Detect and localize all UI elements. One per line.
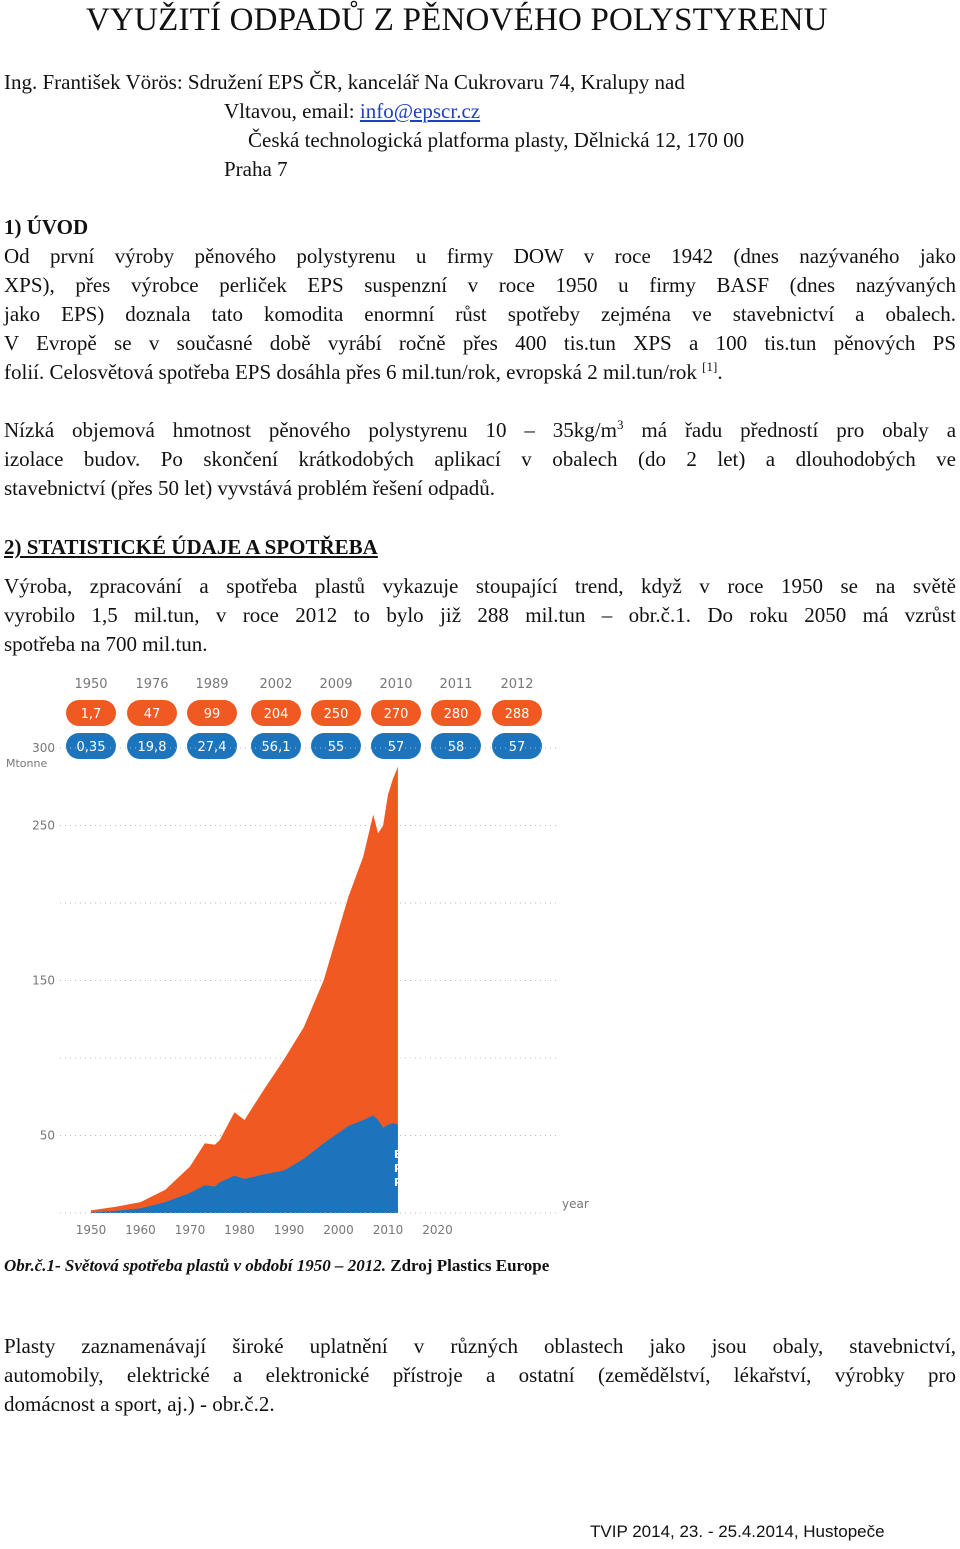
y-tick-label: 300 — [32, 741, 55, 755]
europe-badge-label: 57 — [509, 740, 526, 755]
europe-area-label: PRODUCTION — [394, 1177, 472, 1189]
author-line: Ing. František Vörös: Sdružení EPS ČR, k… — [4, 70, 685, 94]
paragraph-line: stavebnictví (přes 50 let) vyvstává prob… — [4, 476, 496, 500]
paragraph-line: jako EPS) doznala tato komodita enormní … — [4, 302, 956, 326]
affiliation-city: Praha 7 — [224, 157, 288, 181]
europe-area-label: PLASTICS — [394, 1163, 451, 1175]
section-heading-intro: 1) ÚVOD — [4, 215, 89, 239]
paragraph-line: Nízká objemová hmotnost pěnového polysty… — [4, 418, 956, 447]
world-production-area — [91, 766, 398, 1213]
x-axis-label: year — [562, 1197, 589, 1211]
paragraph-text: má řadu předností pro obaly a — [623, 418, 957, 442]
world-badge-label: 250 — [324, 707, 349, 722]
paragraph-line: vyrobilo 1,5 mil.tun, v roce 2012 to byl… — [4, 603, 956, 627]
paragraph-line: spotřeba na 700 mil.tun. — [4, 632, 208, 656]
header-year-label: 1976 — [135, 677, 168, 692]
paragraph-text: folií. Celosvětová spotřeba EPS dosáhla … — [4, 360, 703, 384]
paragraph-line: izolace budov. Po skončení krátkodobých … — [4, 447, 956, 471]
world-area-label: PLASTICS — [398, 1043, 455, 1055]
x-tick-label: 1980 — [224, 1223, 255, 1237]
affiliation-line: Česká technologická platforma plasty, Dě… — [248, 128, 745, 152]
europe-badge — [371, 733, 421, 759]
section-heading-stats: 2) STATISTICKÉ ÚDAJE A SPOTŘEBA — [4, 535, 378, 559]
header-year-label: 1950 — [74, 677, 107, 692]
world-badge-label: 288 — [505, 707, 530, 722]
header-year-label: 2002 — [259, 677, 292, 692]
header-year-label: 2011 — [439, 677, 472, 692]
figure-caption: Obr.č.1- Světová spotřeba plastů v obdob… — [4, 1256, 549, 1276]
citation-ref: [1] — [702, 359, 718, 374]
paragraph-line: folií. Celosvětová spotřeba EPS dosáhla … — [4, 360, 956, 389]
density-paragraph: Nízká objemová hmotnost pěnového polysty… — [4, 418, 956, 505]
world-badge — [251, 700, 301, 726]
intro-paragraph: Od první výroby pěnového polystyrenu u f… — [4, 244, 956, 389]
world-badge-label: 204 — [264, 707, 289, 722]
europe-badge — [492, 733, 542, 759]
y-tick-label: 250 — [32, 819, 55, 833]
world-badge-label: 270 — [384, 707, 409, 722]
header-year-label: 2012 — [500, 677, 533, 692]
world-area-label: WORLD — [398, 1029, 442, 1041]
europe-badge — [251, 733, 301, 759]
x-tick-label: 1950 — [76, 1223, 107, 1237]
paragraph-text: Nízká objemová hmotnost pěnového polysty… — [4, 418, 617, 442]
stats-paragraph: Výroba, zpracování a spotřeba plastů vyk… — [4, 574, 956, 661]
email-link[interactable]: info@epscr.cz — [359, 99, 481, 123]
header-year-label: 2009 — [319, 677, 352, 692]
europe-area-label: EUROPEAN — [394, 1149, 459, 1161]
caption-italic: Obr.č.1- Světová spotřeba plastů v obdob… — [4, 1256, 387, 1275]
page-title: VYUŽITÍ ODPADŮ Z PĚNOVÉHO POLYSTYRENU — [86, 2, 828, 38]
x-tick-label: 2000 — [323, 1223, 354, 1237]
world-badge-label: 99 — [204, 707, 221, 722]
y-tick-label: 150 — [32, 974, 55, 988]
y-tick-label: 50 — [40, 1129, 55, 1143]
world-badge — [66, 700, 116, 726]
author-email-line: Vltavou, email: info@epscr.cz — [224, 99, 480, 124]
x-tick-label: 1990 — [274, 1223, 305, 1237]
paragraph-line: Výroba, zpracování a spotřeba plastů vyk… — [4, 574, 956, 598]
x-tick-label: 1970 — [175, 1223, 206, 1237]
paragraph-line: XPS), přes výrobce perliček EPS suspenzn… — [4, 273, 956, 297]
y-axis-label: Mtonne — [6, 757, 47, 770]
paragraph-line: Plasty zaznamenávají široké uplatnění v … — [4, 1334, 956, 1358]
world-badge — [371, 700, 421, 726]
world-badge-label: 47 — [144, 707, 161, 722]
header-year-label: 1989 — [195, 677, 228, 692]
paragraph-line: automobily, elektrické a elektronické př… — [4, 1363, 956, 1387]
superscript: 3 — [616, 417, 624, 432]
x-tick-label: 2020 — [422, 1223, 453, 1237]
paragraph-line: domácnost a sport, aj.) - obr.č.2. — [4, 1392, 275, 1416]
world-badge — [431, 700, 481, 726]
plastics-production-chart: 1950 1976 1989 2002 2009 2010 2011 2012 1,7 47 99 2… — [6, 677, 589, 1237]
world-badge-label: 1,7 — [81, 707, 102, 722]
europe-production-area — [91, 1115, 398, 1213]
x-tick-label: 2010 — [373, 1223, 404, 1237]
europe-badge — [127, 733, 177, 759]
world-badge-label: 280 — [444, 707, 469, 722]
europe-badge — [187, 733, 237, 759]
caption-source: Zdroj Plastics Europe — [386, 1256, 550, 1275]
world-badge — [492, 700, 542, 726]
x-tick-label: 1960 — [125, 1223, 156, 1237]
world-badge — [127, 700, 177, 726]
paragraph-text: . — [717, 360, 723, 384]
europe-badge — [66, 733, 116, 759]
header-year-label: 2010 — [379, 677, 412, 692]
europe-badge-label: 27,4 — [198, 740, 227, 755]
applications-paragraph: Plasty zaznamenávají široké uplatnění v … — [4, 1334, 956, 1421]
europe-badge — [311, 733, 361, 759]
author-address-text: Vltavou, email: — [224, 99, 360, 123]
europe-badge — [431, 733, 481, 759]
world-area-label: PRODUCTION — [398, 1057, 476, 1069]
paragraph-line: V Evropě se v současné době vyrábí ročně… — [4, 331, 956, 355]
world-badge — [187, 700, 237, 726]
page-footer: TVIP 2014, 23. - 25.4.2014, Hustopeče — [590, 1522, 885, 1541]
paragraph-line: Od první výroby pěnového polystyrenu u f… — [4, 244, 956, 268]
world-badge — [311, 700, 361, 726]
europe-badge-label: 19,8 — [138, 740, 167, 755]
